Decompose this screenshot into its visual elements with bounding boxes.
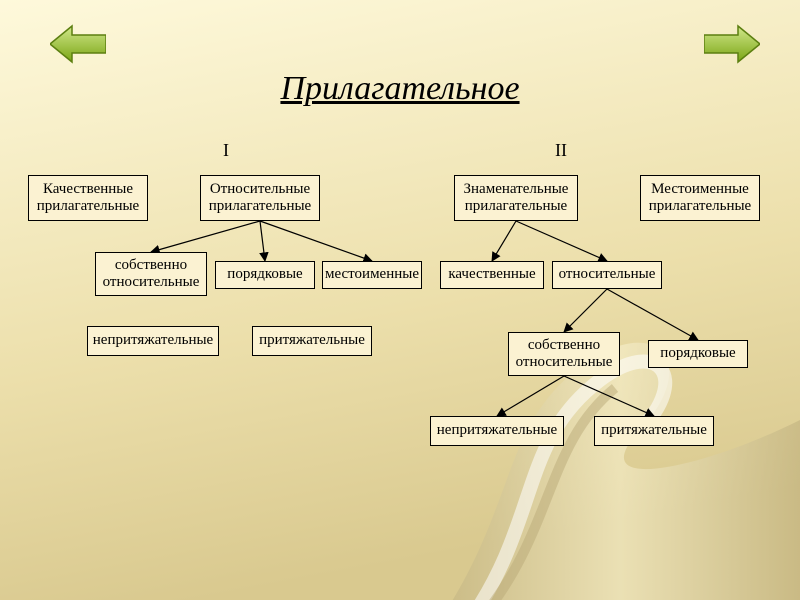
node-poryadk_r: порядковые xyxy=(648,340,748,368)
roman-2: II xyxy=(555,140,567,161)
node-prityazh_r: притяжательные xyxy=(594,416,714,446)
node-kach2: качественные xyxy=(440,261,544,289)
nav-arrow-left[interactable] xyxy=(50,24,106,69)
node-kach: Качественныеприлагательные xyxy=(28,175,148,221)
nav-arrow-right[interactable] xyxy=(704,24,760,69)
page-title: Прилагательное xyxy=(0,70,800,108)
node-znamen: Знаменательныеприлагательные xyxy=(454,175,578,221)
node-sobstv_otn_l: собственноотносительные xyxy=(95,252,207,296)
node-neprityazh_l: непритяжательные xyxy=(87,326,219,356)
node-mestoim_l: местоименные xyxy=(322,261,422,289)
node-poryadk_l: порядковые xyxy=(215,261,315,289)
roman-1: I xyxy=(223,140,229,161)
title-text: Прилагательное xyxy=(280,70,519,107)
node-prityazh_l: притяжательные xyxy=(252,326,372,356)
node-otnos2: относительные xyxy=(552,261,662,289)
node-neprityazh_r: непритяжательные xyxy=(430,416,564,446)
node-mestoim_top: Местоименныеприлагательные xyxy=(640,175,760,221)
node-sobstv_otn_r: собственноотносительные xyxy=(508,332,620,376)
node-otnos: Относительныеприлагательные xyxy=(200,175,320,221)
